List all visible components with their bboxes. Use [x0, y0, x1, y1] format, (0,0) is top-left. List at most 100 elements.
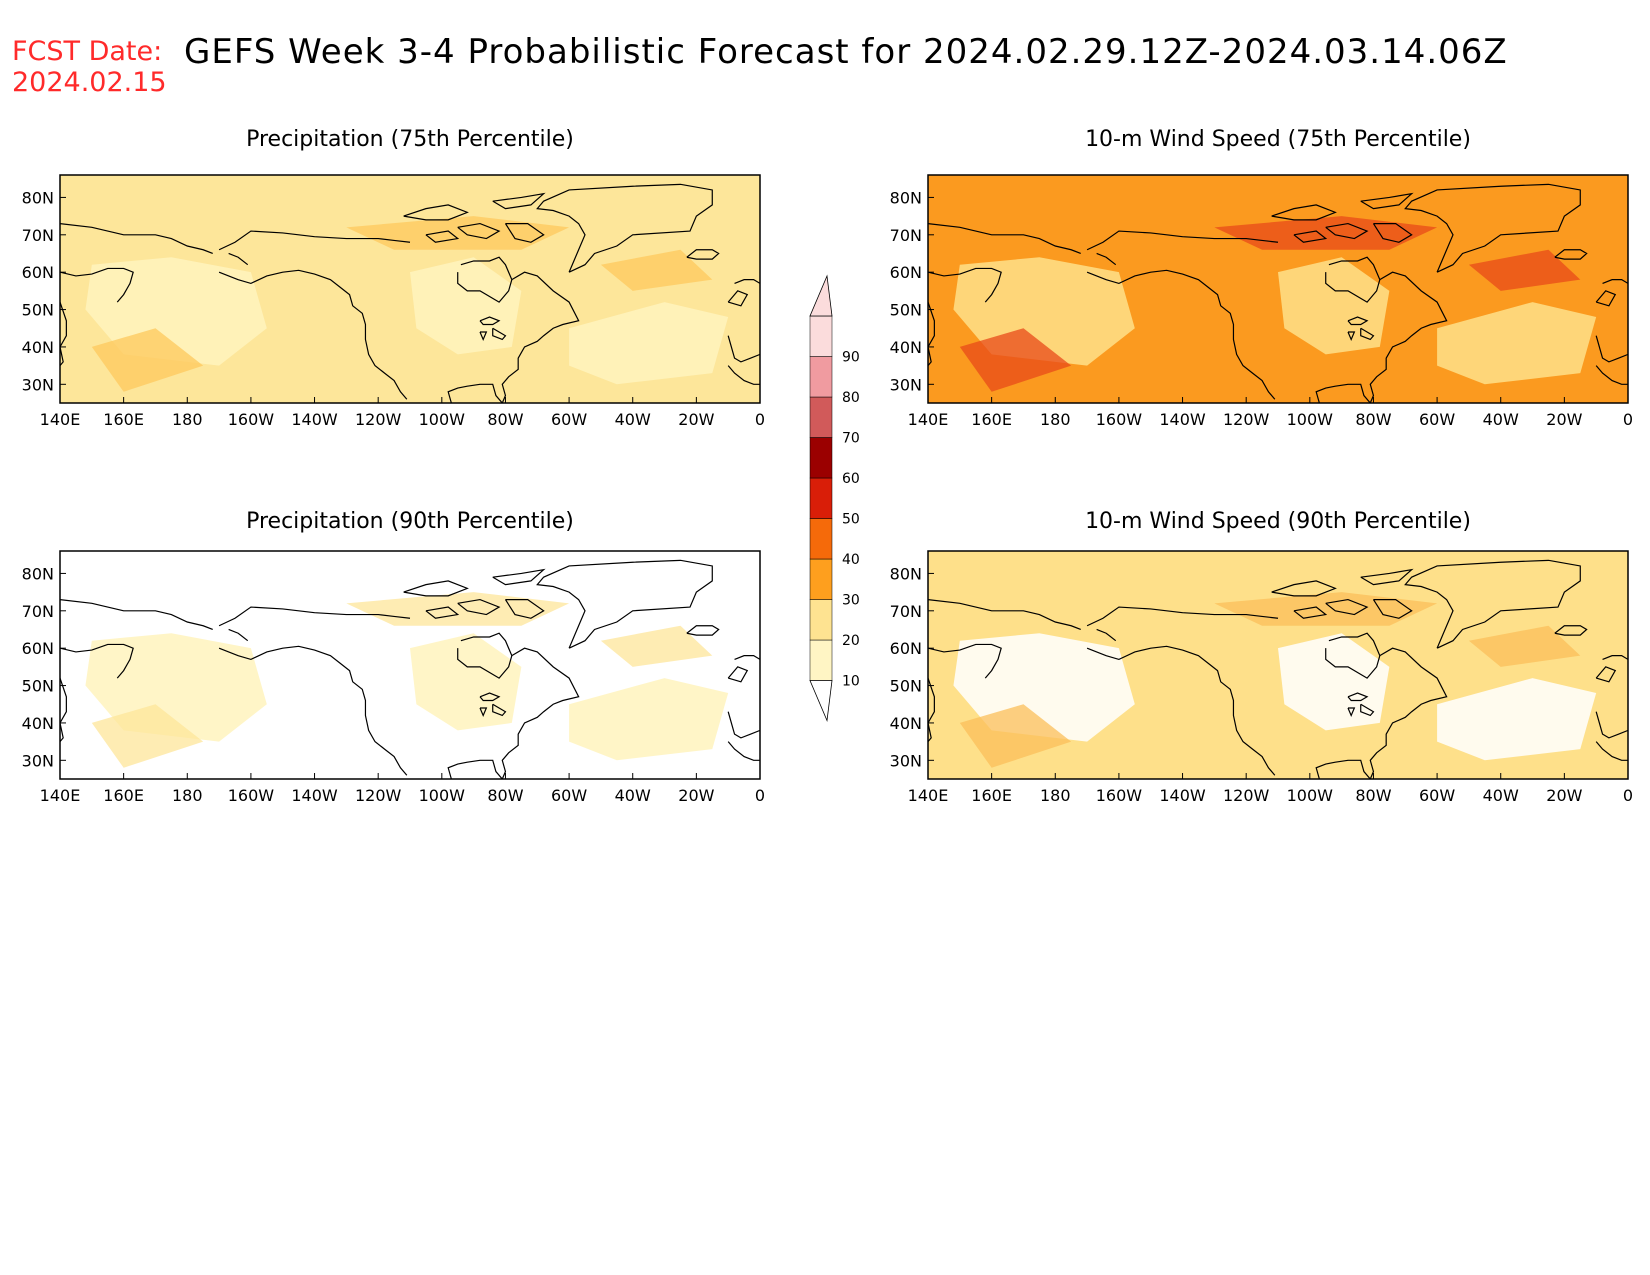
map-panel-wind-75: 10-m Wind Speed (75th Percentile) 80N 70N 6…	[890, 127, 1633, 429]
lat-tick-label: 60N	[22, 639, 54, 658]
coastline	[60, 222, 213, 255]
lon-tick-label: 160E	[971, 786, 1012, 805]
panel-title: 10-m Wind Speed (75th Percentile)	[1085, 127, 1471, 152]
colorbar-segment	[809, 518, 833, 560]
colorbar-segment	[809, 639, 833, 681]
coastline	[457, 256, 513, 303]
colorbar-level-label: 70	[842, 431, 860, 447]
lat-tick-label: 30N	[890, 375, 922, 394]
coastline	[1096, 252, 1117, 266]
lon-tick-label: 0	[755, 786, 765, 805]
coastline	[479, 692, 501, 702]
lat-tick-label: 40N	[890, 338, 922, 357]
coastline	[1293, 230, 1328, 243]
lon-tick-label: 120W	[1223, 786, 1270, 805]
coastline	[457, 598, 501, 616]
lat-tick-label: 70N	[890, 602, 922, 621]
coastline	[447, 759, 503, 779]
contour-region	[91, 328, 204, 392]
lon-tick-label: 120W	[355, 410, 402, 429]
coastline	[1595, 711, 1628, 739]
panel-frame	[927, 174, 1629, 404]
contour-region	[1437, 678, 1597, 761]
panel-frame	[927, 550, 1629, 780]
coastline	[1554, 249, 1588, 260]
lat-tick-label: 80N	[22, 564, 54, 583]
lon-tick-label: 160E	[103, 410, 144, 429]
lon-tick-label: 140W	[291, 410, 338, 429]
coastline	[1369, 271, 1448, 403]
lon-tick-label: 80W	[1355, 786, 1391, 805]
lat-tick-label: 40N	[22, 338, 54, 357]
coastline	[403, 580, 469, 597]
coastline	[457, 632, 513, 679]
lat-tick-label: 30N	[890, 751, 922, 770]
lat-tick-label: 30N	[22, 751, 54, 770]
coastline	[928, 643, 1002, 679]
colorbar-bottom-arrow	[809, 680, 833, 723]
coastline	[1325, 598, 1369, 616]
coastline	[1602, 279, 1628, 284]
lon-tick-label: 180	[172, 786, 203, 805]
lat-tick-label: 70N	[22, 226, 54, 245]
contour-region	[410, 257, 522, 355]
panel-frame	[59, 550, 761, 780]
coastline	[734, 655, 760, 660]
coastline	[1595, 365, 1628, 385]
lon-tick-label: 20W	[678, 410, 714, 429]
colorbar-level-label: 90	[842, 350, 860, 366]
lon-tick-label: 160W	[228, 786, 275, 805]
lat-tick-label: 60N	[890, 263, 922, 282]
lon-tick-label: 180	[1040, 410, 1071, 429]
coastline	[727, 666, 749, 683]
coastline	[1086, 606, 1279, 627]
contour-region	[600, 625, 713, 667]
map-panel-wind-90: 10-m Wind Speed (90th Percentile) 80N 70N 6…	[890, 509, 1633, 805]
colorbar-segment	[809, 558, 833, 600]
lat-tick-label: 70N	[22, 602, 54, 621]
lon-tick-label: 140E	[40, 410, 81, 429]
coastline	[1372, 222, 1413, 243]
coastline	[218, 606, 411, 627]
lon-tick-label: 80W	[487, 410, 523, 429]
contour-region	[959, 704, 1072, 768]
coastline	[501, 271, 580, 403]
coastline	[60, 598, 213, 631]
coastline	[228, 628, 249, 642]
coastline	[492, 568, 546, 586]
coastline	[727, 290, 749, 307]
colorbar-segment	[809, 315, 833, 357]
panel-title: Precipitation (75th Percentile)	[246, 127, 574, 152]
coastline	[1325, 256, 1381, 303]
coastline	[1595, 666, 1617, 683]
coastline	[727, 335, 760, 363]
coastline	[1086, 230, 1279, 251]
lon-tick-label: 160W	[228, 410, 275, 429]
lon-tick-label: 80W	[487, 786, 523, 805]
coastline	[1369, 647, 1448, 779]
lon-tick-label: 40W	[615, 786, 651, 805]
colorbar-segment	[809, 437, 833, 479]
lon-tick-label: 20W	[678, 786, 714, 805]
coastline	[1554, 625, 1588, 636]
coastline	[1315, 759, 1371, 779]
lon-tick-label: 40W	[1483, 786, 1519, 805]
forecast-date-label: FCST Date: 2024.02.15	[12, 36, 167, 98]
coastline	[504, 598, 545, 619]
coastline	[536, 183, 713, 273]
lon-tick-label: 100W	[419, 410, 466, 429]
coastline	[1271, 580, 1337, 597]
coastline	[425, 606, 460, 619]
contour-region	[410, 633, 522, 731]
coastline	[727, 741, 760, 761]
coastline	[1271, 204, 1337, 221]
lon-tick-label: 80W	[1355, 410, 1391, 429]
coastline	[425, 230, 460, 243]
coastline	[727, 365, 760, 385]
coastline	[1404, 183, 1581, 273]
coastline	[457, 222, 501, 240]
lat-tick-label: 80N	[890, 564, 922, 583]
lat-tick-label: 80N	[22, 188, 54, 207]
map-panel-precip-90: Precipitation (90th Percentile) 80N 70N 60N…	[22, 509, 765, 805]
panel-title: 10-m Wind Speed (90th Percentile)	[1085, 509, 1471, 534]
